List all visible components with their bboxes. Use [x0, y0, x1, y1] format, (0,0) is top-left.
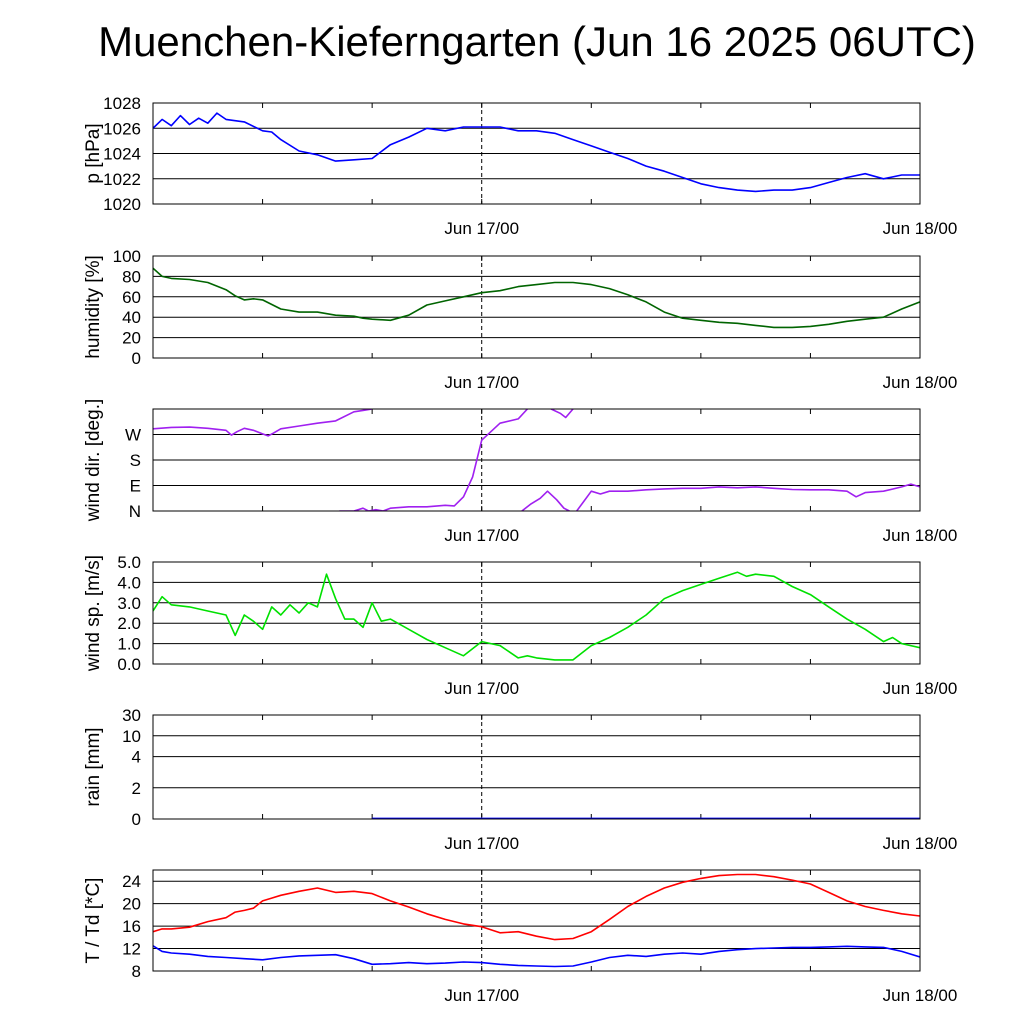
wind-speed-ytick-label: 4.0 — [117, 573, 141, 592]
pressure-xtick-label: Jun 17/00 — [444, 219, 519, 238]
humidity-ytick-label: 40 — [122, 308, 141, 327]
wind-speed-series-line — [153, 571, 920, 661]
rain-ytick-label: 4 — [132, 748, 141, 767]
temperature-ytick-label: 20 — [122, 895, 141, 914]
pressure-frame — [152, 102, 921, 205]
wind-speed-ytick-label: 0.0 — [117, 655, 141, 674]
temperature-xtick-label: Jun 18/00 — [883, 986, 958, 1005]
wind-direction-xtick-label: Jun 18/00 — [883, 526, 958, 545]
rain-frame — [152, 714, 921, 820]
pressure-ylabel: p [hPa] — [83, 123, 104, 183]
wind-speed-ytick-label: 5.0 — [117, 553, 141, 572]
pressure-ytick-label: 1028 — [103, 94, 141, 113]
pressure-ytick-label: 1020 — [103, 195, 141, 214]
humidity-ytick-label: 20 — [122, 329, 141, 348]
humidity-ytick-label: 60 — [122, 288, 141, 307]
wind-speed-xtick-label: Jun 18/00 — [883, 679, 958, 698]
wind-direction-series-line — [550, 409, 574, 419]
rain-xtick-label: Jun 17/00 — [444, 834, 519, 853]
temperature-ytick-label: 16 — [122, 917, 141, 936]
temperature-ytick-label: 12 — [122, 940, 141, 959]
wind-direction-series-line — [521, 490, 570, 511]
rain-ylabel: rain [mm] — [83, 727, 104, 806]
temperature-ylabel: T / Td [*C] — [83, 878, 104, 964]
pressure-xtick-label: Jun 18/00 — [883, 219, 958, 238]
humidity-xtick-label: Jun 18/00 — [883, 373, 958, 392]
humidity-frame — [152, 255, 921, 359]
wind-direction-ytick-label: W — [125, 426, 141, 445]
wind-speed-ytick-label: 3.0 — [117, 594, 141, 613]
temperature-series-line — [153, 945, 920, 968]
rain-ytick-label: 0 — [132, 810, 141, 829]
wind-direction-series-line — [339, 409, 528, 511]
wind-direction-ytick-label: E — [130, 477, 141, 496]
wind-speed-frame — [152, 561, 921, 665]
rain-ytick-label: 2 — [132, 779, 141, 798]
wind-direction-ytick-label: N — [129, 502, 141, 521]
humidity-ytick-label: 80 — [122, 267, 141, 286]
humidity-ytick-label: 100 — [113, 247, 141, 266]
wind-direction-series-line — [153, 409, 373, 437]
page-title: Muenchen-Kieferngarten (Jun 16 2025 06UT… — [98, 18, 976, 65]
humidity-ylabel: humidity [%] — [83, 255, 104, 358]
pressure-ytick-label: 1024 — [103, 145, 141, 164]
wind-direction-frame — [152, 408, 921, 512]
temperature-frame — [152, 869, 921, 972]
wind-speed-xtick-label: Jun 17/00 — [444, 679, 519, 698]
temperature-ytick-label: 24 — [122, 872, 141, 891]
wind-direction-ytick-label: S — [130, 451, 141, 470]
humidity-series-line — [153, 267, 920, 329]
wind-speed-ytick-label: 2.0 — [117, 614, 141, 633]
wind-direction-xtick-label: Jun 17/00 — [444, 526, 519, 545]
wind-direction-ylabel: wind dir. [deg.] — [83, 399, 104, 523]
temperature-ytick-label: 8 — [132, 962, 141, 981]
pressure-ytick-label: 1026 — [103, 119, 141, 138]
rain-xtick-label: Jun 18/00 — [883, 834, 958, 853]
pressure-ytick-label: 1022 — [103, 170, 141, 189]
wind-speed-ytick-label: 1.0 — [117, 635, 141, 654]
temperature-xtick-label: Jun 17/00 — [444, 986, 519, 1005]
rain-ytick-label: 30 — [122, 706, 141, 725]
humidity-ytick-label: 0 — [132, 349, 141, 368]
wind-speed-ylabel: wind sp. [m/s] — [83, 555, 104, 672]
wind-direction-series-line — [576, 483, 920, 511]
temperature-series-line — [153, 873, 920, 941]
humidity-xtick-label: Jun 17/00 — [444, 373, 519, 392]
rain-ytick-label: 10 — [122, 727, 141, 746]
pressure-series-line — [153, 112, 920, 193]
